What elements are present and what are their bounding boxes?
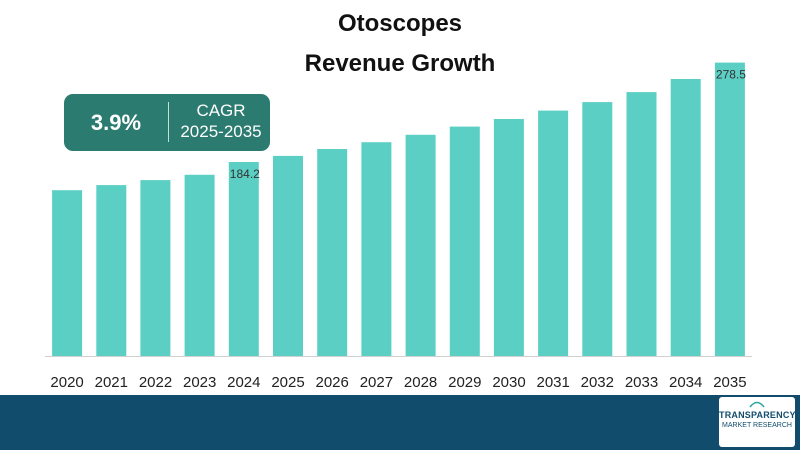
x-tick-label-2025: 2025: [271, 374, 304, 391]
bar-2029: [449, 126, 480, 356]
x-tick-label-2030: 2030: [492, 374, 525, 391]
cagr-box: 3.9% CAGR 2025-2035: [64, 94, 270, 151]
company-logo: TRANSPARENCY MARKET RESEARCH: [719, 397, 796, 447]
bar-2028: [405, 134, 436, 356]
bar-2033: [626, 92, 657, 356]
bar-2034: [670, 79, 701, 356]
x-tick-label-2034: 2034: [669, 374, 702, 391]
bar-2030: [493, 119, 524, 356]
x-tick-label-2033: 2033: [625, 374, 658, 391]
bar-2021: [96, 185, 127, 356]
logo-line1: TRANSPARENCY: [719, 410, 796, 420]
bar-2025: [273, 155, 303, 356]
x-tick-label-2029: 2029: [448, 374, 481, 391]
cagr-period: 2025-2035: [180, 122, 262, 141]
x-tick-label-2031: 2031: [537, 374, 570, 391]
logo-mark-icon: [749, 401, 765, 408]
bar-2022: [140, 180, 171, 356]
cagr-label: CAGR: [196, 101, 246, 120]
cagr-value: 3.9%: [90, 110, 142, 135]
bar-2026: [317, 149, 348, 356]
bar-2027: [361, 142, 392, 356]
chart-title: Otoscopes: [337, 10, 463, 37]
x-tick-label-2032: 2032: [581, 374, 614, 391]
bar-2031: [538, 110, 569, 356]
x-tick-label-2021: 2021: [95, 374, 128, 391]
x-tick-label-2020: 2020: [50, 374, 83, 391]
x-tick-label-2028: 2028: [404, 374, 437, 391]
x-tick-label-2035: 2035: [713, 374, 746, 391]
bar-2020: [52, 190, 83, 356]
x-tick-label-2022: 2022: [139, 374, 172, 391]
x-tick-label-2023: 2023: [183, 374, 216, 391]
bar-chart: 2020 2021 2022 2023 2024 184.2 2025 2026 2027 202…: [45, 62, 752, 391]
bar-2023: [184, 174, 215, 356]
x-tick-label-2024: 2024: [227, 374, 260, 391]
x-tick-label-2027: 2027: [360, 374, 393, 391]
bar-2024: [228, 162, 259, 356]
footer-band: [0, 395, 800, 450]
x-tick-label-2026: 2026: [316, 374, 349, 391]
data-label-2035: 278.5: [716, 68, 746, 82]
data-label-2024: 184.2: [230, 167, 260, 181]
bar-2032: [582, 102, 613, 356]
bar-2035: [714, 62, 745, 356]
logo-line2: MARKET RESEARCH: [722, 422, 792, 429]
cagr-divider: [168, 102, 169, 142]
chart-subtitle: Revenue Growth: [304, 50, 496, 77]
